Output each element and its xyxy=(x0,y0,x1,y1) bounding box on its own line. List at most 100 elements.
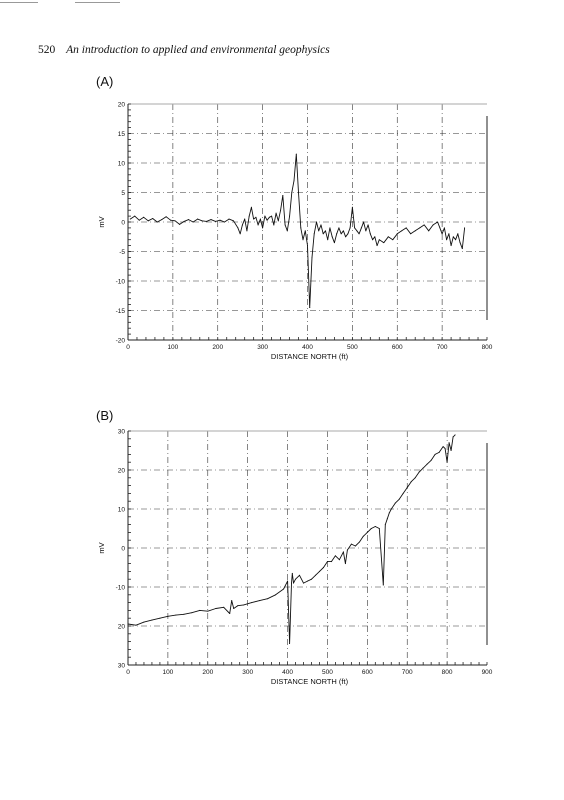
chart-a-x-tick-label: 100 xyxy=(167,344,178,351)
chart-b-data-point xyxy=(291,572,293,574)
chart-a-data-point xyxy=(329,227,331,229)
chart-b-data-point xyxy=(143,621,145,623)
chart-a-data-point xyxy=(239,233,241,235)
chart-a-x-tick-label: 800 xyxy=(482,344,493,351)
chart-a-data-point xyxy=(174,220,176,222)
chart-b-y-tick-label: 10 xyxy=(118,507,126,514)
chart-b-data-point xyxy=(314,574,316,576)
chart-b-data-point xyxy=(384,524,386,526)
chart-a-data-point xyxy=(336,233,338,235)
chart-b-data-point xyxy=(406,487,408,489)
chart-a-data-point xyxy=(331,236,333,238)
chart-a-data-point xyxy=(365,230,367,232)
chart-b-data-point xyxy=(362,535,364,537)
chart-a-data-point xyxy=(257,224,259,226)
chart-a-data-point xyxy=(369,233,371,235)
page-header: 520 An introduction to applied and envir… xyxy=(38,44,330,56)
chart-b-data-point xyxy=(167,615,169,617)
chart-a-data-point xyxy=(452,236,454,238)
chart-a-data-point xyxy=(266,219,268,221)
chart-a-data-point xyxy=(138,219,140,221)
chart-b-data-point xyxy=(454,434,456,436)
chart-a-data-point xyxy=(347,233,349,235)
chart-b-data-point xyxy=(346,549,348,551)
chart-a-data-point xyxy=(437,221,439,223)
chart-b-data-point xyxy=(289,643,291,645)
chart-b-data-point xyxy=(322,567,324,568)
chart-b-y-tick-label: 20 xyxy=(118,468,126,475)
chart-b-data-point xyxy=(382,584,384,586)
chart-a-data-point xyxy=(271,215,273,217)
chart-b-x-axis-label: DISTANCE NORTH (ft) xyxy=(271,677,349,686)
chart-a-data-point xyxy=(293,180,295,182)
chart-b-data-point xyxy=(446,461,448,463)
chart-b-data-point xyxy=(438,451,440,453)
chart-a-data-point xyxy=(284,224,286,226)
chart-b-data-point xyxy=(394,502,396,504)
chart-a-x-tick-label: 500 xyxy=(347,344,358,351)
top-rule-left xyxy=(0,2,38,3)
chart-a-y-tick-label: 5 xyxy=(121,190,125,197)
chart-a-data-point xyxy=(300,227,302,229)
chart-a-x-tick-label: 400 xyxy=(302,344,313,351)
chart-a-data-point xyxy=(405,227,407,229)
chart-a-data-point xyxy=(383,242,385,244)
chart-a-data-point xyxy=(401,230,403,232)
chart-a-x-axis-label: DISTANCE NORTH (ft) xyxy=(271,352,349,361)
chart-a-y-tick-label: 0 xyxy=(121,220,125,227)
chart-b-data-point xyxy=(430,459,432,461)
chart-b-data-point xyxy=(422,467,424,469)
chart-a-x-tick-label: 200 xyxy=(212,344,223,351)
chart-a-y-tick-label: -15 xyxy=(116,308,126,315)
chart-b-data-point xyxy=(127,623,129,625)
chart-a-data-point xyxy=(457,233,459,235)
chart-b-data-point xyxy=(267,598,269,600)
chart-a-data-point xyxy=(414,230,416,232)
chart-b-data-point xyxy=(237,605,239,607)
chart-b-data-point xyxy=(307,580,308,582)
chart-b-x-tick-label: 100 xyxy=(162,669,173,676)
chart-a-data-point xyxy=(183,220,185,222)
chart-b-x-tick-label: 500 xyxy=(322,669,333,676)
chart-b-data-point xyxy=(388,512,390,514)
chart-a-data-point xyxy=(295,153,297,155)
chart-b-y-tick-label: 30 xyxy=(118,429,126,436)
chart-a-data-point xyxy=(428,230,430,232)
chart-b-data-point xyxy=(229,613,231,615)
chart-a-data-point xyxy=(219,219,221,221)
chart-b-data-point xyxy=(410,481,412,483)
chart-a-data-point xyxy=(129,218,131,220)
page-number: 520 xyxy=(38,44,56,56)
chart-b-data-point xyxy=(199,609,201,611)
chart-b-data-point xyxy=(354,545,356,547)
chart-b-data-point xyxy=(135,624,137,626)
chart-b-x-tick-label: 300 xyxy=(242,669,253,676)
chart-a-data-point xyxy=(311,256,313,258)
chart-a-data-point xyxy=(340,233,342,235)
chart-b-data-point xyxy=(223,606,225,608)
chart-a-data-point xyxy=(206,220,208,222)
chart-a-data-point xyxy=(228,218,230,220)
chart-b-y-axis-label: mV xyxy=(97,542,106,553)
chart-a-data-point xyxy=(378,239,380,241)
chart-a-data-point xyxy=(259,218,261,220)
chart-a-data-point xyxy=(320,224,322,226)
chart-b-data-point xyxy=(334,555,336,557)
chart-a-data-point xyxy=(363,221,365,223)
chart-b-data-point xyxy=(350,543,352,545)
chart-a-data-point xyxy=(188,219,190,221)
chart-a-data-point xyxy=(356,230,358,232)
chart-a-data-point xyxy=(423,224,425,226)
chart-b-data-point xyxy=(291,582,293,584)
chart-b-data-point xyxy=(159,617,161,619)
chart-a-data-point xyxy=(156,221,158,223)
chart-a-data-point xyxy=(324,230,326,232)
chart-b-data-point xyxy=(418,471,420,473)
chart-a-data-point xyxy=(358,233,360,235)
chart-b-x-tick-label: 200 xyxy=(202,669,213,676)
chart-a-x-tick-label: 600 xyxy=(392,344,403,351)
chart-b-x-tick-label: 900 xyxy=(482,669,493,676)
running-title: An introduction to applied and environme… xyxy=(66,44,330,56)
chart-b-data-point xyxy=(251,602,253,604)
